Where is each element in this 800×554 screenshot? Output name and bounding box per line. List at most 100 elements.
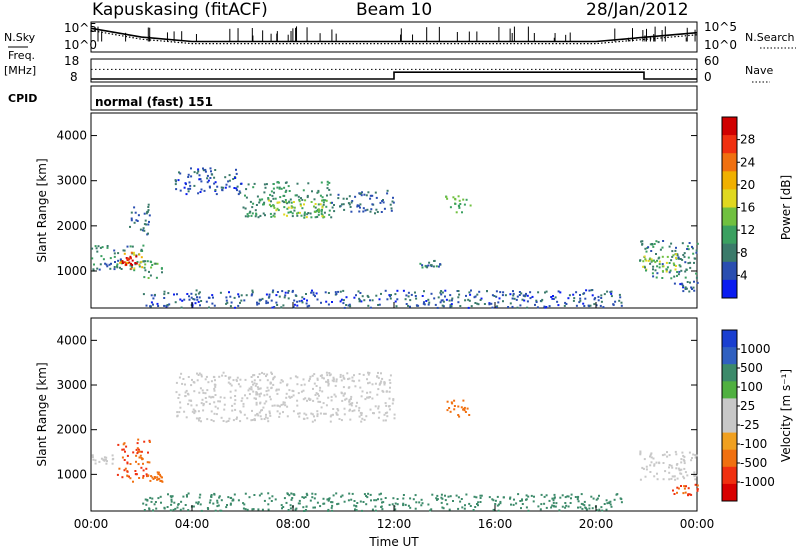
station-title: Kapuskasing (fitACF) xyxy=(92,0,268,20)
power-cell xyxy=(178,171,180,174)
power-cell xyxy=(488,302,491,305)
velocity-cell xyxy=(693,471,696,474)
velocity-cell xyxy=(468,414,471,416)
power-cell xyxy=(310,216,313,219)
power-cell xyxy=(274,197,277,200)
velocity-cell xyxy=(242,502,245,505)
velocity-cell xyxy=(259,415,262,418)
power-cell xyxy=(106,245,109,247)
velocity-cell xyxy=(687,487,690,490)
power-cell xyxy=(457,290,460,292)
velocity-cell xyxy=(273,375,276,378)
velocity-cell xyxy=(682,454,685,457)
velocity-cell xyxy=(253,382,256,385)
power-cell xyxy=(473,296,476,299)
velocity-cell xyxy=(132,480,134,483)
power-cell xyxy=(335,293,338,295)
power-colorbar-segment xyxy=(722,243,737,263)
velocity-cell xyxy=(201,389,204,392)
power-cell xyxy=(655,276,658,279)
power-cell xyxy=(140,248,143,251)
velocity-cell xyxy=(448,508,451,511)
power-cell xyxy=(287,290,290,292)
velocity-cell xyxy=(332,376,335,379)
velocity-cell xyxy=(315,385,318,387)
velocity-cell xyxy=(157,471,160,474)
power-cell xyxy=(232,178,235,180)
power-cell xyxy=(449,305,452,308)
power-cell xyxy=(362,210,365,213)
velocity-cell xyxy=(675,453,678,456)
power-cell xyxy=(265,302,268,305)
power-cell xyxy=(247,183,250,186)
velocity-cell xyxy=(581,507,584,510)
power-cell xyxy=(276,291,279,293)
velocity-cell xyxy=(198,372,201,375)
velocity-cell xyxy=(159,473,161,476)
power-cell xyxy=(369,194,372,197)
power-cell xyxy=(310,201,313,203)
power-cell xyxy=(545,306,548,308)
velocity-cell xyxy=(177,397,180,399)
power-cell xyxy=(187,173,190,176)
power-cell xyxy=(448,299,451,302)
velocity-cell xyxy=(282,401,285,404)
velocity-cell xyxy=(232,379,235,382)
velocity-cell xyxy=(216,499,219,502)
power-cell xyxy=(424,265,427,268)
power-cell xyxy=(196,298,199,301)
velocity-cell xyxy=(304,496,307,499)
velocity-cell xyxy=(251,508,254,511)
velocity-cell xyxy=(331,501,334,504)
power-cell xyxy=(689,281,691,284)
power-cell xyxy=(388,294,391,297)
power-cell xyxy=(190,292,193,295)
velocity-cell xyxy=(200,402,203,405)
power-cell xyxy=(327,292,330,294)
power-cell xyxy=(285,181,288,184)
power-cell xyxy=(236,189,238,192)
power-cell xyxy=(674,265,677,267)
power-cell xyxy=(258,299,261,302)
velocity-cell xyxy=(366,396,369,399)
power-cell xyxy=(128,261,131,264)
power-cell xyxy=(147,203,150,206)
velocity-cell xyxy=(367,396,370,399)
velocity-cell xyxy=(348,398,351,401)
power-cell xyxy=(190,175,193,178)
velocity-cell xyxy=(122,443,125,446)
velocity-cell xyxy=(674,478,677,481)
velocity-cell xyxy=(124,450,126,453)
power-cell xyxy=(441,291,444,294)
velocity-cell xyxy=(102,458,105,461)
power-cell xyxy=(579,299,582,302)
power-cell xyxy=(97,245,100,248)
velocity-cell xyxy=(389,381,392,384)
power-cell xyxy=(526,306,529,309)
velocity-cell xyxy=(296,376,299,379)
velocity-cell xyxy=(244,378,247,381)
power-cell xyxy=(575,291,578,294)
power-cell xyxy=(224,186,227,189)
velocity-cell xyxy=(476,503,478,505)
power-cell xyxy=(531,295,534,298)
velocity-cell xyxy=(301,496,304,499)
velocity-cell xyxy=(182,378,185,380)
power-cell xyxy=(209,167,212,170)
velocity-cell xyxy=(367,373,370,376)
velocity-colorbar-label: 500 xyxy=(740,361,763,375)
velocity-cell xyxy=(214,394,217,396)
velocity-cell xyxy=(676,491,678,494)
velocity-cell xyxy=(146,461,149,464)
power-cell xyxy=(113,266,116,268)
power-cell xyxy=(360,192,363,195)
power-cell xyxy=(675,246,677,249)
velocity-cell xyxy=(242,405,245,408)
velocity-cell xyxy=(668,478,671,481)
power-cell xyxy=(610,290,613,293)
power-cell xyxy=(134,211,137,214)
velocity-cell xyxy=(344,398,347,401)
velocity-cell xyxy=(255,391,258,394)
velocity-cell xyxy=(117,443,120,446)
power-cell xyxy=(437,265,440,268)
